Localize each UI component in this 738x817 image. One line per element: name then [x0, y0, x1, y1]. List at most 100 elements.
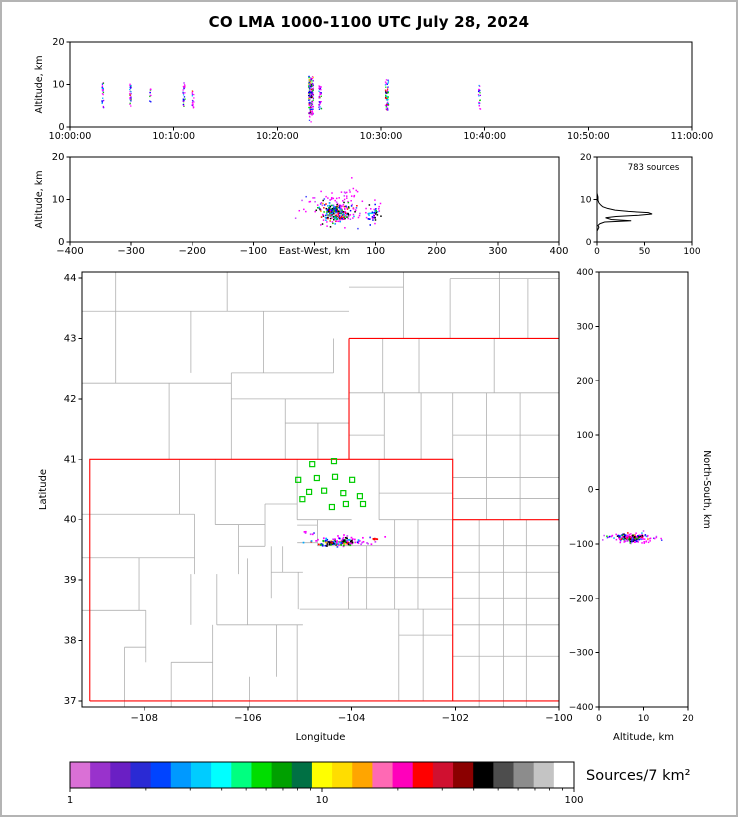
source-point — [191, 95, 194, 97]
source-point — [623, 533, 625, 535]
source-point — [343, 211, 346, 214]
source-point — [322, 215, 325, 217]
source-point — [343, 534, 345, 536]
source-point — [379, 202, 382, 205]
source-point — [319, 86, 321, 88]
source-point — [309, 83, 311, 85]
source-point — [618, 536, 620, 539]
source-point — [352, 208, 355, 210]
source-point — [308, 106, 311, 109]
source-point — [302, 541, 305, 544]
source-point — [320, 216, 323, 218]
source-point — [184, 92, 186, 94]
source-point — [337, 214, 340, 216]
source-point — [318, 206, 321, 209]
source-point — [311, 94, 313, 96]
source-point — [626, 537, 628, 539]
source-point — [325, 207, 328, 210]
source-point — [193, 101, 195, 103]
source-point — [332, 216, 335, 218]
source-point — [308, 91, 310, 94]
source-point — [182, 98, 184, 100]
source-point — [386, 83, 388, 85]
source-point — [310, 113, 312, 115]
source-point — [310, 96, 312, 99]
source-point — [621, 534, 624, 537]
source-point — [324, 216, 327, 219]
source-point — [645, 540, 648, 543]
source-point — [341, 217, 344, 220]
source-point — [319, 88, 321, 91]
source-point — [322, 540, 325, 542]
source-point — [326, 545, 328, 547]
source-point — [101, 83, 104, 85]
source-point — [337, 537, 340, 540]
colorbar-title: Sources/7 km² — [586, 768, 690, 784]
source-point — [630, 540, 633, 543]
source-point — [339, 216, 341, 219]
source-point — [335, 207, 338, 209]
source-point — [623, 541, 625, 543]
source-point — [191, 90, 194, 92]
source-point — [337, 220, 340, 223]
source-point — [647, 541, 650, 544]
source-point — [336, 546, 339, 548]
source-point — [311, 111, 314, 113]
source-point — [325, 219, 327, 221]
source-point — [633, 534, 636, 536]
source-point — [314, 200, 316, 203]
source-point — [321, 544, 324, 547]
source-point — [130, 97, 132, 99]
source-point — [387, 91, 390, 93]
colorbar-cell — [352, 762, 373, 788]
y-tick-label: 43 — [64, 333, 77, 344]
source-point — [320, 543, 323, 545]
source-point — [102, 91, 105, 94]
source-point — [365, 211, 367, 214]
source-point — [329, 211, 332, 214]
source-point — [369, 536, 371, 539]
y-tick-label: 20 — [52, 152, 65, 163]
colorbar-cell — [553, 762, 575, 788]
source-point — [333, 218, 335, 221]
source-point — [352, 217, 354, 219]
source-point — [333, 213, 335, 215]
source-point — [337, 543, 339, 545]
source-point — [385, 82, 387, 84]
source-point — [347, 214, 350, 216]
source-point — [340, 212, 343, 215]
source-point — [343, 195, 346, 197]
y-tick-label: 10 — [52, 80, 64, 91]
source-point — [624, 535, 626, 538]
lma-station-marker — [299, 496, 306, 503]
source-point — [331, 541, 333, 544]
source-point — [311, 92, 313, 94]
source-point — [373, 538, 376, 541]
source-point — [338, 215, 341, 217]
source-point — [337, 215, 339, 217]
source-point — [357, 542, 360, 545]
source-point — [129, 90, 131, 93]
source-point — [129, 102, 131, 104]
source-point — [387, 98, 389, 101]
source-point — [330, 212, 332, 215]
source-point — [367, 542, 369, 545]
source-point — [479, 85, 481, 87]
source-point — [336, 212, 339, 214]
source-point — [373, 214, 375, 217]
source-point — [344, 214, 347, 217]
source-point — [332, 197, 335, 200]
source-point — [319, 96, 321, 99]
y-tick-label: 0 — [588, 486, 594, 496]
source-point — [377, 208, 380, 210]
source-point — [308, 76, 310, 79]
source-point — [336, 208, 338, 210]
source-point — [344, 214, 346, 216]
source-point — [328, 202, 331, 204]
source-point — [349, 544, 352, 547]
source-point — [635, 539, 637, 542]
source-point — [344, 540, 347, 543]
colorbar-cell — [493, 762, 514, 788]
source-point — [102, 87, 104, 90]
source-point — [318, 101, 321, 103]
